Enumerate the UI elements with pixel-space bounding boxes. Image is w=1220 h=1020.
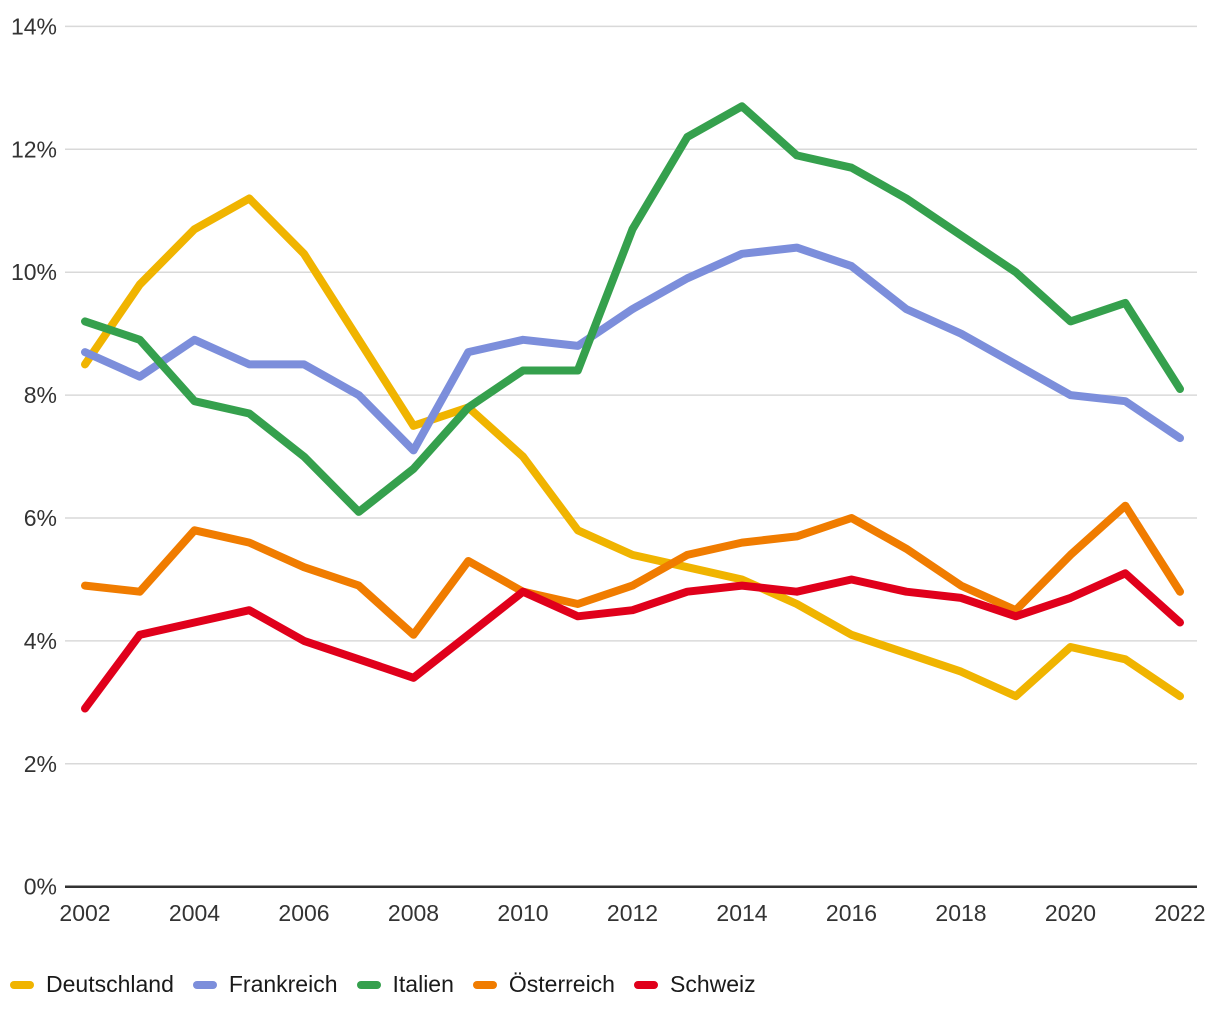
x-tick-label-2014: 2014: [716, 900, 767, 926]
legend-swatch-frankreich-icon: [192, 980, 217, 989]
legend-label-schweiz: Schweiz: [669, 971, 756, 997]
legend-item-deutschland: Deutschland: [10, 971, 174, 998]
x-tick-label-2006: 2006: [278, 900, 329, 926]
legend-label-frankreich: Frankreich: [228, 971, 338, 997]
legend-item-italien: Italien: [356, 971, 454, 998]
x-tick-label-2012: 2012: [607, 900, 658, 926]
x-tick-label-2008: 2008: [388, 900, 439, 926]
series-line-oesterreich: [81, 501, 1184, 639]
legend-item-frankreich: Frankreich: [192, 971, 338, 998]
y-tick-label-10: 10%: [11, 259, 57, 285]
legend: Deutschland Frankreich Italien Österreic…: [10, 971, 756, 998]
horizontal-gridlines: [65, 25, 1197, 765]
legend-label-italien: Italien: [392, 971, 454, 997]
x-tick-label-2016: 2016: [826, 900, 877, 926]
y-axis-tick-labels: 0% 2% 4% 6% 8% 10% 12% 14%: [11, 13, 57, 899]
legend-swatch-italien-icon: [356, 980, 381, 989]
series-line-frankreich: [81, 243, 1184, 455]
y-tick-label-2: 2%: [24, 751, 57, 777]
y-tick-label-4: 4%: [24, 628, 57, 654]
y-tick-label-12: 12%: [11, 136, 57, 162]
x-tick-label-2004: 2004: [169, 900, 220, 926]
legend-swatch-deutschland-icon: [10, 980, 34, 989]
y-tick-label-0: 0%: [24, 874, 57, 900]
series-line-schweiz: [81, 569, 1184, 713]
legend-swatch-oesterreich-icon: [472, 980, 497, 989]
y-tick-label-14: 14%: [11, 13, 57, 39]
legend-label-oesterreich: Österreich: [508, 971, 615, 997]
x-axis-tick-labels: 2002 2004 2006 2008 2010 2012 2014 2016 2018 2020…: [59, 900, 1205, 926]
series-line-italien: [81, 102, 1184, 516]
legend-swatch-schweiz-icon: [633, 980, 658, 989]
x-tick-label-2010: 2010: [497, 900, 548, 926]
legend-item-oesterreich: Österreich: [472, 971, 615, 998]
y-tick-label-6: 6%: [24, 505, 57, 531]
y-tick-label-8: 8%: [24, 382, 57, 408]
legend-item-schweiz: Schweiz: [633, 971, 756, 998]
x-tick-label-2022: 2022: [1154, 900, 1205, 926]
legend-label-deutschland: Deutschland: [46, 971, 174, 997]
x-tick-label-2002: 2002: [59, 900, 110, 926]
x-tick-label-2018: 2018: [935, 900, 986, 926]
series-lines: [81, 102, 1184, 713]
series-line-deutschland: [81, 194, 1184, 701]
x-tick-label-2020: 2020: [1045, 900, 1096, 926]
